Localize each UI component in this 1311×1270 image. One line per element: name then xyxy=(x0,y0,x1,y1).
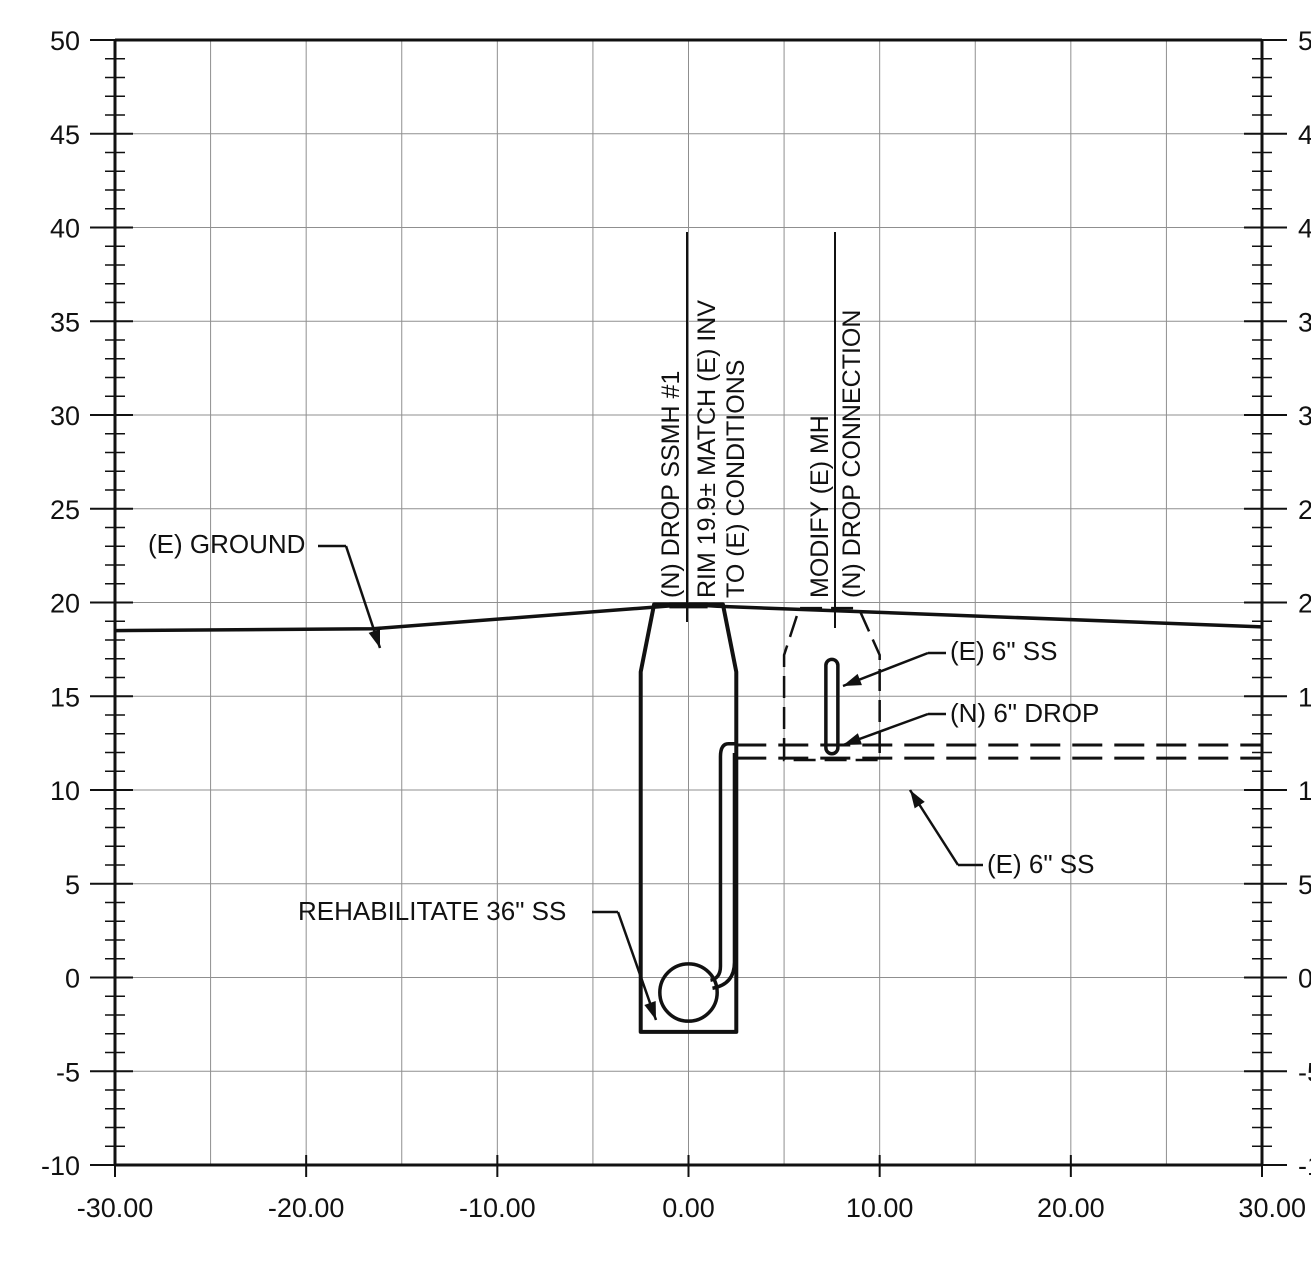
grid-layer xyxy=(115,40,1262,1165)
y-tick-label-right: 0 xyxy=(1298,964,1311,994)
ground-line xyxy=(114,602,1263,633)
ss-6in-lower-callout: (E) 6" SS xyxy=(987,849,1094,879)
structure-layer xyxy=(638,602,1262,1034)
ssmh-note-line1: (N) DROP SSMH #1 xyxy=(657,371,685,598)
y-tick-label-right: 10 xyxy=(1298,776,1311,806)
existing-mh-outline xyxy=(782,606,881,762)
y-tick-label-left: 35 xyxy=(50,307,80,337)
annotation-layer xyxy=(318,232,983,1021)
new-6in-drop-pipe xyxy=(824,657,840,756)
y-tick-label-left: -5 xyxy=(56,1057,80,1087)
y-tick-label-right: 25 xyxy=(1298,495,1311,525)
x-tick-label: 20.00 xyxy=(1037,1193,1105,1223)
pipe-36in-circle xyxy=(658,962,719,1023)
y-tick-label-left: 45 xyxy=(50,120,80,150)
y-tick-label-left: 25 xyxy=(50,495,80,525)
x-tick-label: -10.00 xyxy=(459,1193,536,1223)
y-tick-label-right: 20 xyxy=(1298,589,1311,619)
y-tick-label-left: 40 xyxy=(50,214,80,244)
ss-upper-leader-arrowhead xyxy=(843,673,862,686)
y-tick-label-right: -10 xyxy=(1298,1151,1311,1181)
x-tick-label: 10.00 xyxy=(846,1193,914,1223)
y-tick-label-left: 0 xyxy=(65,964,80,994)
y-tick-label-right: 50 xyxy=(1298,26,1311,56)
y-tick-label-right: 5 xyxy=(1298,870,1311,900)
y-tick-label-left: -10 xyxy=(41,1151,80,1181)
y-tick-label-right: 30 xyxy=(1298,401,1311,431)
ss-6in-upper-callout: (E) 6" SS xyxy=(950,636,1057,666)
x-tick-label: -20.00 xyxy=(268,1193,345,1223)
y-tick-label-right: -5 xyxy=(1298,1057,1311,1087)
mh-note-line1: MODIFY (E) MH xyxy=(806,415,834,598)
rehab-callout: REHABILITATE 36" SS xyxy=(298,896,566,926)
y-tick-label-right: 15 xyxy=(1298,682,1311,712)
y-tick-label-left: 10 xyxy=(50,776,80,806)
drop-pipe-outer xyxy=(712,753,737,990)
drop-ssmh-outline xyxy=(638,602,739,1034)
y-tick-label-left: 30 xyxy=(50,401,80,431)
y-tick-label-left: 20 xyxy=(50,589,80,619)
x-tick-label: 0.00 xyxy=(662,1193,715,1223)
y-tick-label-right: 35 xyxy=(1298,307,1311,337)
ssmh-note-line3: TO (E) CONDITIONS xyxy=(722,360,750,598)
y-tick-label-right: 40 xyxy=(1298,214,1311,244)
drop-6in-callout: (N) 6" DROP xyxy=(950,698,1099,728)
x-tick-label: -30.00 xyxy=(77,1193,154,1223)
ground-callout: (E) GROUND xyxy=(148,529,305,559)
y-tick-label-left: 5 xyxy=(65,870,80,900)
x-tick-label: 30.00 xyxy=(1238,1193,1306,1223)
y-tick-label-left: 15 xyxy=(50,682,80,712)
label-layer: (E) GROUND (E) 6" SS (N) 6" DROP (E) 6" SS R… xyxy=(148,300,1099,926)
drop-pipe-inner xyxy=(710,742,737,982)
rehab-leader xyxy=(616,911,658,1021)
axis-layer: 50454035302520151050-5-10504540353025201… xyxy=(41,26,1311,1223)
drop-leader-arrowhead xyxy=(843,733,862,745)
ground-leader-arrowhead xyxy=(368,629,380,648)
y-tick-label-left: 50 xyxy=(50,26,80,56)
mh-note-line2: (N) DROP CONNECTION xyxy=(838,310,866,598)
rehab-leader-arrowhead xyxy=(644,1001,656,1020)
series-layer xyxy=(114,602,1263,633)
ssmh-note-line2: RIM 19.9± MATCH (E) INV xyxy=(693,300,721,598)
ss-lower-leader-arrowhead xyxy=(910,790,925,809)
y-tick-label-right: 45 xyxy=(1298,120,1311,150)
